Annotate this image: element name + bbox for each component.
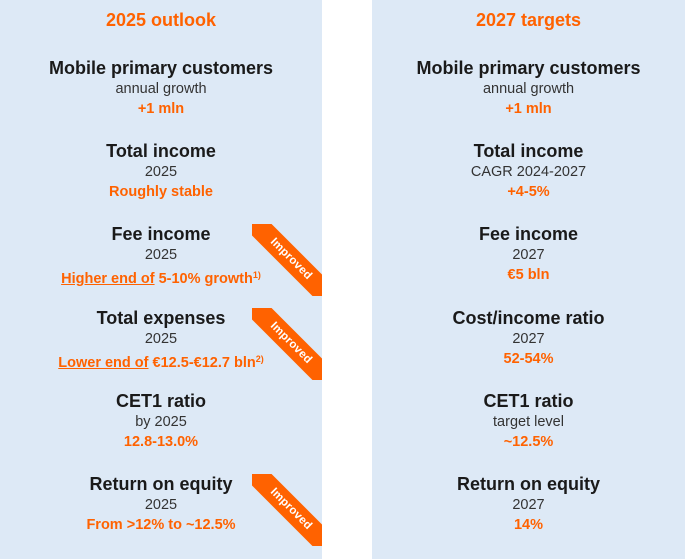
metric-value: Roughly stable: [109, 184, 213, 200]
metric-value: Lower end of €12.5-€12.7 bln2): [0, 349, 322, 373]
metric-name: Cost/income ratio: [452, 308, 605, 328]
metric-name: Mobile primary customers: [416, 58, 641, 78]
metric-sub: 2025: [144, 331, 178, 347]
metric-name: Total income: [473, 141, 584, 161]
metric-value: +1 mln: [505, 101, 552, 117]
metric-value: From >12% to ~12.5%: [86, 517, 236, 533]
metric-sub: 2027: [512, 497, 545, 513]
target-fee-income: Fee income 2027 €5 bln: [372, 223, 685, 285]
metric-sub: annual growth: [482, 81, 575, 97]
target-cost-income-ratio: Cost/income ratio 2027 52-54%: [372, 307, 685, 369]
metric-value: 12.8-13.0%: [123, 434, 199, 450]
metric-value: +1 mln: [137, 101, 185, 117]
outlook-total-income: Total income 2025 Roughly stable: [0, 140, 322, 202]
ribbon-label: Improved: [267, 319, 315, 367]
ribbon-label: Improved: [267, 485, 315, 533]
metric-sub: by 2025: [135, 414, 187, 430]
metric-value: 52-54%: [503, 351, 554, 367]
metric-name: Return on equity: [89, 474, 233, 494]
metric-sub: 2025: [144, 247, 178, 263]
metric-name: Fee income: [478, 224, 579, 244]
metric-value: 14%: [513, 517, 544, 533]
targets-title: 2027 targets: [475, 10, 582, 30]
improved-ribbon-total-expenses: Improved: [252, 308, 322, 380]
metric-name: Total expenses: [96, 308, 226, 328]
metric-sub: 2025: [144, 497, 178, 513]
outlook-total-expenses: Total expenses 2025 Lower end of €12.5-€…: [0, 307, 322, 373]
metric-value: €5 bln: [507, 267, 550, 283]
outlook-mobile-customers: Mobile primary customers annual growth +…: [0, 57, 322, 119]
target-return-on-equity: Return on equity 2027 14%: [372, 473, 685, 535]
metric-sub: 2025: [144, 164, 178, 180]
metric-name: CET1 ratio: [115, 391, 207, 411]
metric-sub: CAGR 2024-2027: [470, 164, 587, 180]
footnote-marker: 2): [255, 354, 264, 364]
metric-sub: target level: [493, 414, 564, 430]
metric-name: Fee income: [111, 224, 211, 244]
metric-sub: annual growth: [115, 81, 207, 97]
metric-value: Higher end of 5-10% growth1): [0, 265, 322, 289]
targets-panel: 2027 targets Mobile primary customers an…: [372, 0, 685, 559]
metric-name: Total income: [106, 141, 216, 161]
metric-value-qualifier: Higher end of: [61, 271, 155, 287]
ribbon-label: Improved: [267, 235, 315, 283]
metric-value: ~12.5%: [503, 434, 554, 450]
target-total-income: Total income CAGR 2024-2027 +4-5%: [372, 140, 685, 202]
metric-name: CET1 ratio: [483, 391, 574, 411]
metric-value-qualifier: Lower end of: [58, 355, 149, 371]
improved-ribbon-return-on-equity: Improved: [252, 474, 322, 546]
metric-value-range: €12.5-€12.7 bln: [148, 355, 256, 371]
target-mobile-customers: Mobile primary customers annual growth +…: [372, 57, 685, 119]
metric-name: Mobile primary customers: [48, 58, 274, 78]
footnote-marker: 1): [252, 270, 261, 280]
metric-value: +4-5%: [507, 184, 550, 200]
outlook-fee-income: Fee income 2025 Higher end of 5-10% grow…: [0, 223, 322, 289]
outlook-panel: 2025 outlook Mobile primary customers an…: [0, 0, 322, 559]
improved-ribbon-fee-income: Improved: [252, 224, 322, 296]
metric-value-range: 5-10% growth: [154, 271, 253, 287]
outlook-return-on-equity: Return on equity 2025 From >12% to ~12.5…: [0, 473, 322, 535]
outlook-cet1-ratio: CET1 ratio by 2025 12.8-13.0%: [0, 390, 322, 452]
target-cet1-ratio: CET1 ratio target level ~12.5%: [372, 390, 685, 452]
metric-sub: 2027: [512, 331, 545, 347]
metric-name: Return on equity: [457, 474, 600, 494]
metric-sub: 2027: [512, 247, 545, 263]
outlook-title: 2025 outlook: [105, 10, 217, 30]
